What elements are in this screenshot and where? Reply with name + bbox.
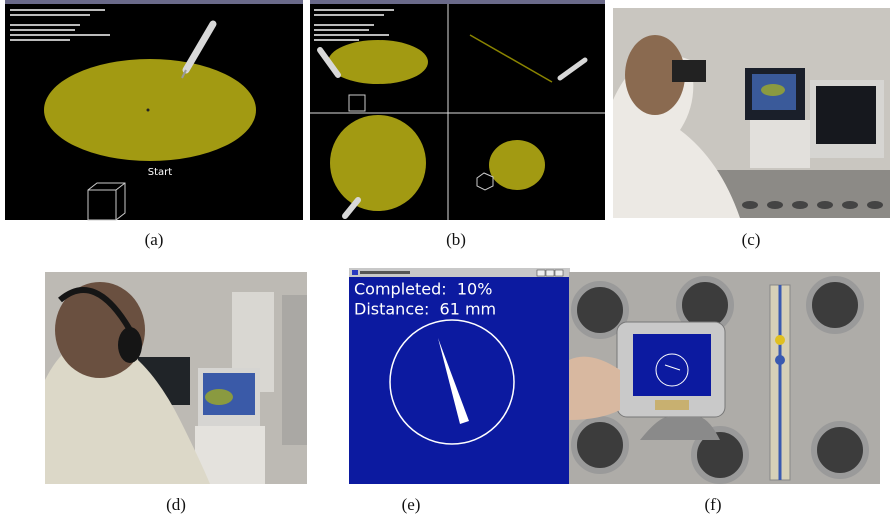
- target-disc: [328, 40, 428, 84]
- caption: (b): [446, 230, 466, 249]
- disc-center: [147, 109, 150, 112]
- window-icon: [352, 270, 358, 275]
- marker: [775, 355, 785, 365]
- figure: Start (a) (b): [0, 0, 894, 522]
- caption: (c): [742, 230, 761, 249]
- door: [282, 295, 307, 445]
- panel-c-photo: [613, 8, 890, 218]
- window-title: [360, 271, 410, 274]
- window-button: [546, 270, 554, 276]
- device-label: [655, 400, 689, 410]
- target-disc: [489, 140, 545, 190]
- device-screen: [633, 334, 711, 396]
- caption: (e): [402, 495, 421, 514]
- monitor-screen: [816, 86, 876, 144]
- computer: [750, 120, 810, 168]
- title-bar: [310, 0, 605, 4]
- hmd: [672, 60, 706, 82]
- hand: [569, 357, 620, 420]
- panel-a: Start: [5, 0, 303, 220]
- distance-text: Distance: 61 mm: [354, 300, 496, 319]
- headphones: [118, 327, 142, 363]
- window-button: [537, 270, 545, 276]
- caption: (a): [145, 230, 164, 249]
- start-label: Start: [148, 167, 173, 178]
- screen-disc: [761, 84, 785, 96]
- target-disc: [330, 115, 426, 211]
- panel-e: Completed: 10% Distance: 61 mm: [349, 268, 570, 484]
- marker: [775, 335, 785, 345]
- panel-d-photo: [45, 272, 307, 484]
- target-disc: [44, 59, 256, 161]
- panel-f-photo: [569, 272, 880, 484]
- title-bar: [5, 0, 303, 4]
- panel-b: [310, 0, 605, 220]
- screen-disc: [205, 389, 233, 405]
- completed-text: Completed: 10%: [354, 280, 492, 299]
- caption: (d): [166, 495, 186, 514]
- caption: (f): [705, 495, 722, 514]
- window-button: [555, 270, 563, 276]
